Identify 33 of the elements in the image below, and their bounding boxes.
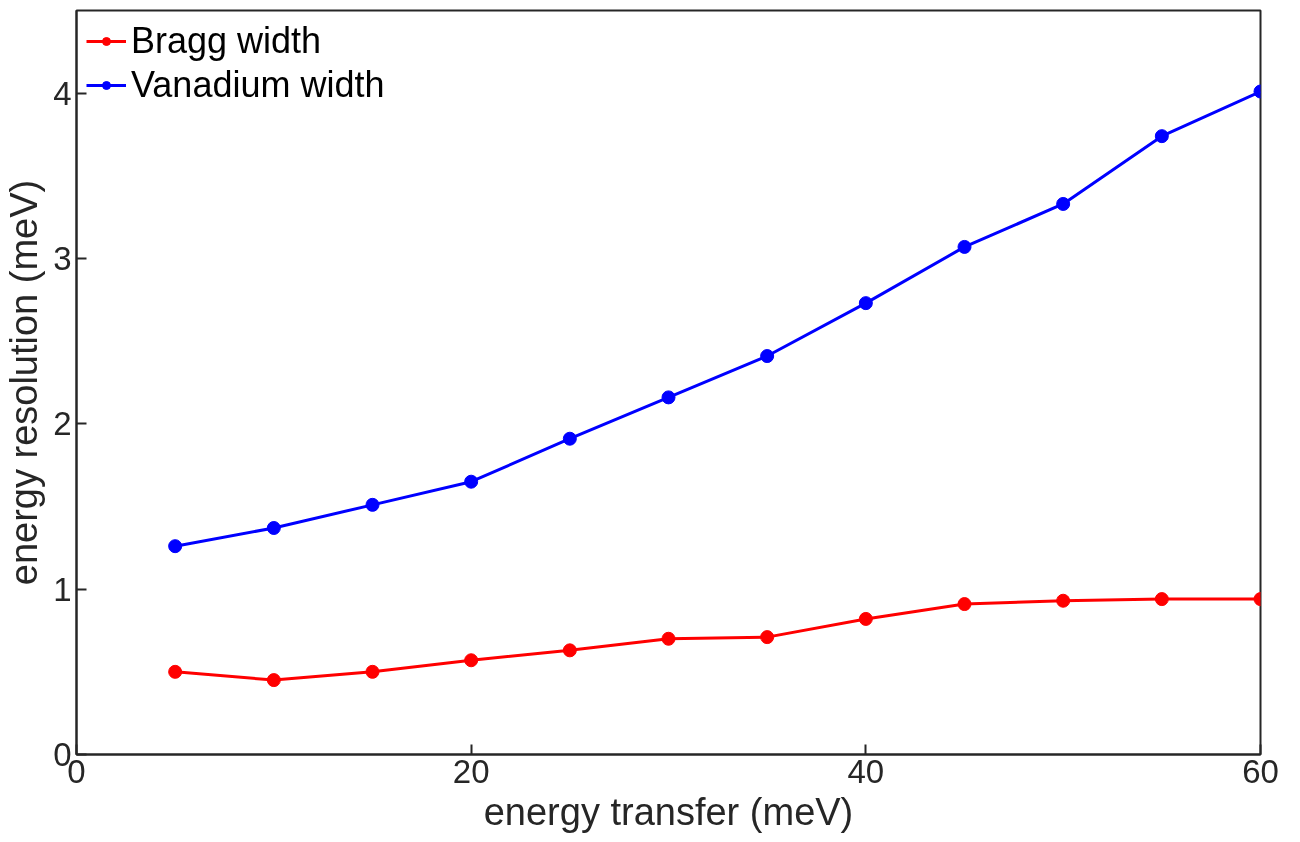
point [1056, 593, 1071, 608]
point [858, 611, 873, 626]
y-tick-label: 4 [53, 74, 72, 112]
point [661, 390, 676, 405]
point [1154, 592, 1169, 607]
y-axis-title: energy resolution (meV) [3, 179, 46, 586]
point [1056, 196, 1071, 211]
x-axis-title: energy transfer (meV) [483, 790, 854, 833]
y-tick-label: 3 [53, 240, 72, 277]
point [464, 653, 479, 668]
point [365, 664, 380, 679]
legend-label: Bragg width [131, 20, 322, 62]
point [168, 664, 183, 679]
point [1154, 129, 1169, 144]
y-tick-label: 1 [53, 570, 72, 608]
y-tick-label: 2 [53, 405, 72, 443]
point [661, 631, 676, 646]
legend-label: Vanadium width [131, 64, 385, 106]
point [760, 349, 775, 364]
point [464, 474, 479, 489]
x-tick-label: 20 [452, 752, 490, 790]
point [957, 239, 972, 254]
point [760, 630, 775, 645]
point [266, 521, 281, 535]
point [168, 539, 183, 554]
point [957, 597, 972, 612]
x-tick-label: 60 [1242, 752, 1279, 790]
x-tick-label: 40 [847, 752, 885, 790]
point [365, 497, 380, 512]
point [562, 643, 577, 658]
point [858, 296, 873, 311]
point [562, 431, 577, 446]
point [266, 673, 281, 688]
